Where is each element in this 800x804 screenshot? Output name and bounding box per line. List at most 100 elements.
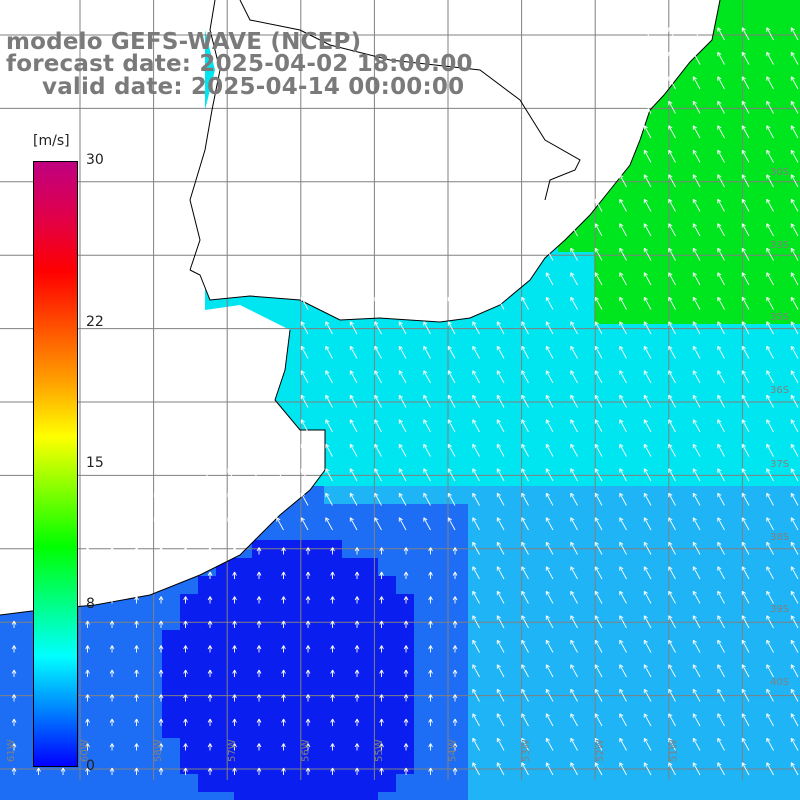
field-cell	[648, 414, 666, 432]
field-cell	[144, 648, 162, 666]
field-cell	[216, 576, 234, 594]
field-cell	[522, 774, 540, 792]
field-cell	[504, 558, 522, 576]
field-cell	[738, 324, 756, 342]
field-cell	[450, 432, 468, 450]
field-cell	[648, 666, 666, 684]
field-cell	[558, 720, 576, 738]
colorbar-tick-label: 8	[86, 596, 95, 612]
field-cell	[378, 414, 396, 432]
field-cell	[630, 396, 648, 414]
field-cell	[522, 414, 540, 432]
field-cell	[630, 324, 648, 342]
field-cell	[756, 126, 774, 144]
field-cell	[702, 630, 720, 648]
field-cell	[378, 720, 396, 738]
field-cell	[450, 702, 468, 720]
field-cell	[432, 522, 450, 540]
field-cell	[558, 576, 576, 594]
field-cell	[756, 288, 774, 306]
field-cell	[486, 792, 504, 800]
field-cell	[576, 432, 594, 450]
field-cell	[216, 666, 234, 684]
field-cell	[180, 702, 198, 720]
field-cell	[702, 342, 720, 360]
field-cell	[774, 90, 792, 108]
field-cell	[792, 342, 800, 360]
field-cell	[702, 414, 720, 432]
field-cell	[702, 378, 720, 396]
field-cell	[432, 648, 450, 666]
field-cell	[450, 774, 468, 792]
field-cell	[702, 162, 720, 180]
field-cell	[630, 792, 648, 800]
field-cell	[612, 522, 630, 540]
field-cell	[396, 648, 414, 666]
field-cell	[630, 774, 648, 792]
field-cell	[594, 702, 612, 720]
field-cell	[252, 558, 270, 576]
field-cell	[774, 342, 792, 360]
field-cell	[342, 378, 360, 396]
field-cell	[486, 432, 504, 450]
field-cell	[468, 594, 486, 612]
field-cell	[414, 792, 432, 800]
field-cell	[612, 414, 630, 432]
field-cell	[738, 576, 756, 594]
field-cell	[288, 684, 306, 702]
field-cell	[468, 342, 486, 360]
field-cell	[198, 594, 216, 612]
field-cell	[540, 702, 558, 720]
field-cell	[702, 90, 720, 108]
field-cell	[360, 342, 378, 360]
field-cell	[270, 720, 288, 738]
field-cell	[756, 0, 774, 18]
field-cell	[792, 36, 800, 54]
field-cell	[306, 522, 324, 540]
colorbar-tick-label: 15	[86, 455, 104, 471]
field-cell	[378, 504, 396, 522]
field-cell	[324, 522, 342, 540]
field-cell	[396, 702, 414, 720]
field-cell	[702, 756, 720, 774]
field-cell	[342, 522, 360, 540]
field-cell	[144, 612, 162, 630]
field-cell	[54, 792, 72, 800]
field-cell	[324, 720, 342, 738]
field-cell	[396, 792, 414, 800]
longitude-label: 61W	[6, 739, 17, 762]
field-cell	[540, 450, 558, 468]
field-cell	[414, 504, 432, 522]
field-cell	[738, 630, 756, 648]
field-cell	[306, 702, 324, 720]
field-cell	[324, 324, 342, 342]
field-cell	[738, 792, 756, 800]
field-cell	[630, 450, 648, 468]
field-cell	[432, 378, 450, 396]
field-cell	[288, 522, 306, 540]
colorbar-tick-label: 30	[86, 152, 104, 168]
field-cell	[360, 684, 378, 702]
longitude-label: 54W	[448, 739, 459, 762]
field-cell	[486, 684, 504, 702]
field-cell	[486, 720, 504, 738]
field-cell	[720, 216, 738, 234]
field-cell	[630, 360, 648, 378]
longitude-label: 52W	[595, 739, 606, 762]
field-cell	[126, 684, 144, 702]
field-cell	[288, 774, 306, 792]
field-cell	[432, 342, 450, 360]
field-cell	[216, 720, 234, 738]
field-cell	[792, 288, 800, 306]
field-cell	[414, 432, 432, 450]
latitude-label: 40S	[770, 677, 789, 688]
field-cell	[558, 306, 576, 324]
field-cell	[252, 576, 270, 594]
field-cell	[468, 738, 486, 756]
field-cell	[504, 450, 522, 468]
field-cell	[738, 612, 756, 630]
longitude-label: 55W	[374, 739, 385, 762]
field-cell	[684, 630, 702, 648]
field-cell	[450, 396, 468, 414]
field-cell	[324, 684, 342, 702]
